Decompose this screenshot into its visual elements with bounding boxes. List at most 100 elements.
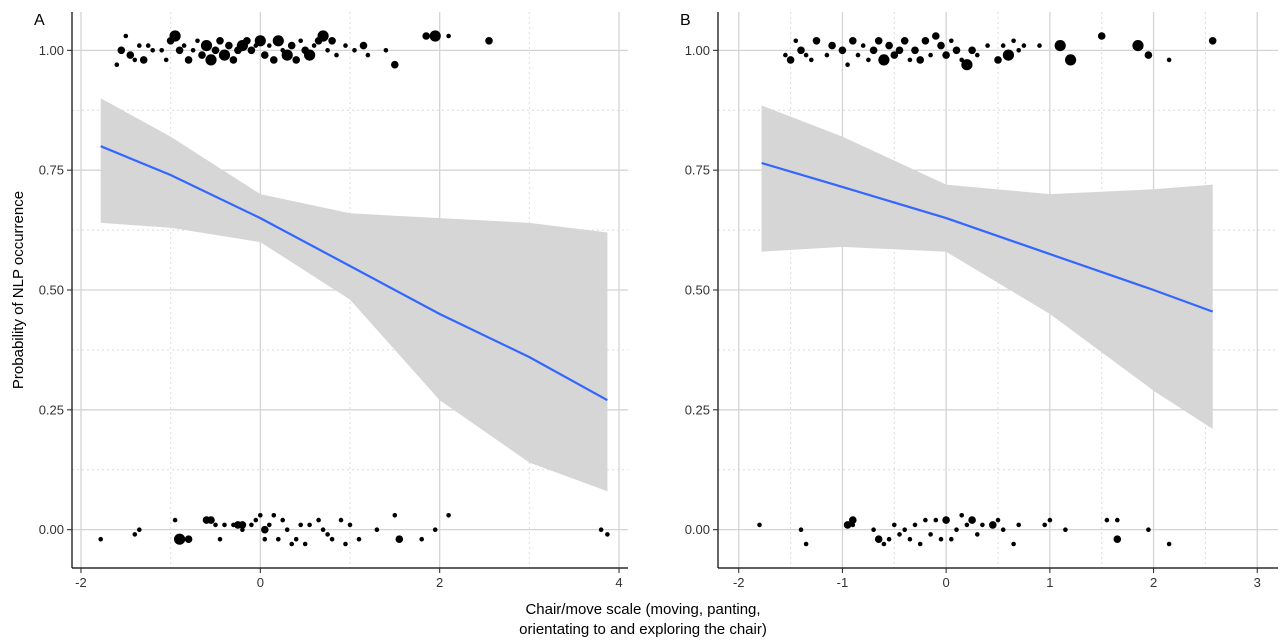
data-point [1016,48,1021,53]
data-point [249,522,254,528]
data-point [1021,43,1027,48]
data-point [860,43,866,48]
data-point [803,52,809,58]
data-point [1144,51,1153,59]
data-point [911,46,919,55]
data-point [150,48,155,53]
data-point [1037,43,1042,48]
data-point [145,43,151,48]
data-point [757,522,762,528]
data-point [205,54,217,66]
data-point [937,41,945,50]
data-point [365,52,371,58]
data-point [247,46,256,55]
data-point [159,48,164,53]
data-point [786,56,795,64]
data-point [916,56,924,64]
data-point [897,532,902,537]
fit-line [100,145,608,402]
data-point [845,62,850,67]
data-point [917,541,923,547]
data-point [961,59,973,71]
panel-b: -2 -1 0 1 2 3 0.00 0.25 0.50 0.75 1.00 B [680,12,1278,590]
data-point [812,37,821,45]
data-point [374,527,380,532]
data-point [307,522,312,528]
data-point [605,532,610,537]
data-point [281,49,293,61]
data-point [302,541,308,547]
data-point [325,48,330,53]
data-point [824,52,830,58]
data-point [311,43,317,48]
data-point [995,517,1001,523]
data-point [975,532,980,537]
data-point [132,57,138,63]
x-tick-label: -2 [75,575,87,590]
data-point [356,536,362,542]
x-tick-label: 1 [1046,575,1053,590]
data-point [253,517,259,523]
data-point [338,517,344,523]
data-point [895,46,904,55]
data-point [803,541,809,547]
data-point [240,527,245,532]
data-point [892,522,897,528]
data-point [985,43,990,48]
data-point [900,37,909,45]
data-point [850,522,856,528]
data-point [238,521,247,529]
data-point [932,32,940,40]
y-tick-label: 1.00 [39,43,64,58]
data-point [216,37,224,45]
data-point [485,37,493,45]
data-point [352,48,357,53]
y-tick-label: 0.00 [39,522,64,537]
data-point [446,513,451,518]
data-point [1113,535,1122,543]
data-point [343,43,348,48]
data-point [126,51,135,59]
data-point [989,521,997,529]
data-point [1115,517,1120,523]
data-point [320,527,326,532]
data-point [175,46,184,55]
data-point [419,536,425,542]
data-point [954,527,959,532]
data-point [174,533,186,545]
data-point [949,38,954,44]
data-point [598,527,604,532]
data-point [172,517,178,523]
y-tick-label: 0.25 [685,402,710,417]
data-point [855,52,861,58]
data-point [828,41,836,50]
data-point [885,41,893,50]
data-point [276,536,281,542]
data-point [347,522,353,528]
x-tick-label: 0 [257,575,264,590]
data-point [293,536,299,542]
data-point [1016,522,1021,528]
data-point [874,37,883,45]
data-point [139,56,148,64]
data-point [1097,32,1106,40]
x-axis-title-line1: Chair/move scale (moving, panting, [525,601,760,618]
data-point [429,30,441,42]
data-point [869,46,878,55]
data-point [1000,43,1006,48]
data-point [797,46,805,55]
data-point [1166,57,1172,63]
data-point [849,516,857,524]
fit-line [761,161,1214,313]
y-tick-label: 0.50 [685,283,710,298]
y-tick-label: 1.00 [685,43,710,58]
data-point [902,527,907,532]
data-point [838,46,847,55]
data-point [298,38,304,44]
data-point [98,536,103,542]
data-point [1042,522,1047,528]
data-point [190,48,196,53]
data-point [866,57,871,63]
data-point [391,60,399,69]
